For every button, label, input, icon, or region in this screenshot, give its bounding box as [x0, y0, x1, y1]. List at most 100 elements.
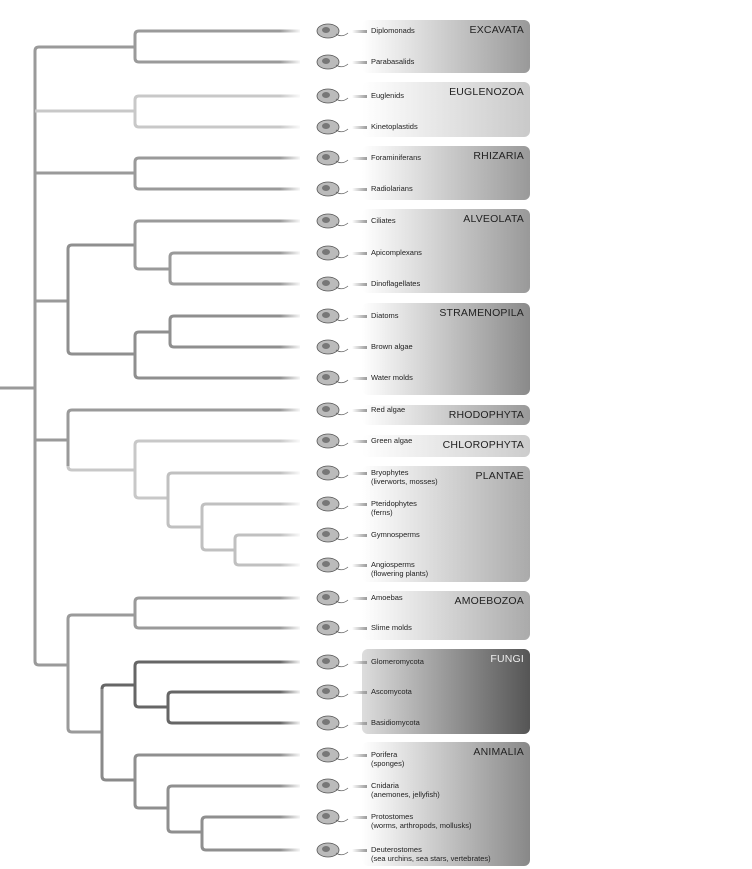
clade-name: RHODOPHYTA [448, 409, 524, 421]
tree-node [133, 660, 300, 709]
taxon-name: Angiosperms [371, 560, 415, 569]
taxon-name: Brown algae [371, 342, 413, 351]
taxon-label: Kinetoplastids [371, 122, 418, 131]
leaf-connector [352, 440, 367, 443]
taxon-label: Radiolarians [371, 184, 413, 193]
branch [166, 718, 300, 725]
branch [133, 29, 300, 36]
leaf-connector [352, 816, 367, 819]
tree-node [66, 243, 135, 356]
taxon-label: Apicomplexans [371, 248, 422, 257]
branch [133, 184, 300, 191]
branch [200, 502, 300, 509]
taxon-label: Deuterostomes (sea urchins, sea stars, ve… [371, 845, 491, 863]
tree-node [233, 533, 300, 567]
branch [66, 243, 135, 250]
leaf-connector [352, 61, 367, 64]
tree-node [33, 45, 135, 667]
leaf-connector [352, 377, 367, 380]
branch [66, 465, 135, 472]
diplomonad-icon [316, 23, 349, 39]
taxon-name: Bryophytes [371, 468, 409, 477]
taxon-name: Green algae [371, 436, 413, 445]
taxon-label: Red algae [371, 405, 405, 414]
branch [233, 560, 300, 567]
branch [133, 122, 300, 129]
branch [33, 660, 68, 667]
taxon-name: Porifera [371, 750, 398, 759]
taxon-name: Amoebas [371, 593, 403, 602]
taxon-label: Diatoms [371, 311, 399, 320]
leaf-connector [352, 597, 367, 600]
taxon-name: Slime molds [371, 623, 412, 632]
amoeba-icon [316, 590, 349, 606]
bryophyte-icon [316, 465, 349, 481]
clade-box-alveolata: ALVEOLATA [362, 209, 530, 293]
leaf-connector [352, 409, 367, 412]
branch [133, 596, 300, 603]
clade-name: CHLOROPHYTA [442, 439, 524, 451]
water-mold-icon [316, 370, 349, 386]
clade-box-rhodophyta: RHODOPHYTA [362, 405, 530, 425]
branch [133, 57, 300, 64]
taxon-name: Parabasalids [371, 57, 415, 66]
branch-fade [280, 0, 302, 869]
clade-box-plantae: PLANTAE [362, 466, 530, 582]
taxon-name: Deuterostomes [371, 845, 422, 854]
branch [66, 408, 300, 415]
taxon-label: Green algae [371, 436, 412, 445]
leaf-connector [352, 283, 367, 286]
taxon-examples: (ferns) [371, 508, 393, 517]
tree-node [133, 596, 300, 630]
taxon-label: Angiosperms (flowering plants) [371, 560, 428, 578]
taxon-name: Dinoflagellates [371, 279, 421, 288]
branch [33, 45, 135, 52]
taxon-name: Basidiomycota [371, 718, 420, 727]
clade-box-fungi: FUNGI [362, 649, 530, 734]
tree-node [168, 251, 300, 286]
taxon-examples: (anemones, jellyfish) [371, 790, 440, 799]
parabasalid-icon [316, 54, 349, 70]
tree-node [200, 502, 300, 552]
tree-node [66, 613, 135, 734]
branch [133, 623, 300, 630]
taxon-label: Protostomes (worms, arthropods, mollusks) [371, 812, 471, 830]
branch [133, 264, 170, 271]
taxon-examples: (sea urchins, sea stars, vertebrates) [371, 854, 491, 863]
taxon-label: Slime molds [371, 623, 412, 632]
brown-alga-icon [316, 339, 349, 355]
clade-name: FUNGI [490, 653, 524, 665]
taxon-label: Glomeromycota [371, 657, 424, 666]
branch [100, 775, 135, 782]
tree-node [133, 753, 300, 810]
green-alga-icon [316, 433, 349, 449]
branch [133, 493, 168, 500]
clade-box-amoebozoa: AMOEBOZOA [362, 591, 530, 640]
branch [133, 753, 300, 760]
taxon-label: Ascomycota [371, 687, 412, 696]
tree-node [66, 408, 300, 472]
branch [133, 373, 300, 380]
taxon-name: Ciliates [371, 216, 396, 225]
basidiomycete-icon [316, 715, 349, 731]
leaf-connector [352, 188, 367, 191]
tree-node [100, 683, 135, 782]
tree-node [133, 156, 300, 191]
branch [168, 342, 300, 349]
taxon-examples: (liverworts, mosses) [371, 477, 438, 486]
taxon-name: Water molds [371, 373, 413, 382]
euglenid-icon [316, 88, 349, 104]
glomeromycete-icon [316, 654, 349, 670]
leaf-connector [352, 126, 367, 129]
leaf-connector [352, 691, 367, 694]
leaf-connector [352, 252, 367, 255]
cnidarian-icon [316, 778, 349, 794]
taxon-name: Diplomonads [371, 26, 415, 35]
pteridophyte-icon [316, 496, 349, 512]
tree-node [166, 690, 300, 725]
clade-box-excavata: EXCAVATA [362, 20, 530, 73]
branch [168, 251, 300, 258]
taxon-label: Water molds [371, 373, 413, 382]
